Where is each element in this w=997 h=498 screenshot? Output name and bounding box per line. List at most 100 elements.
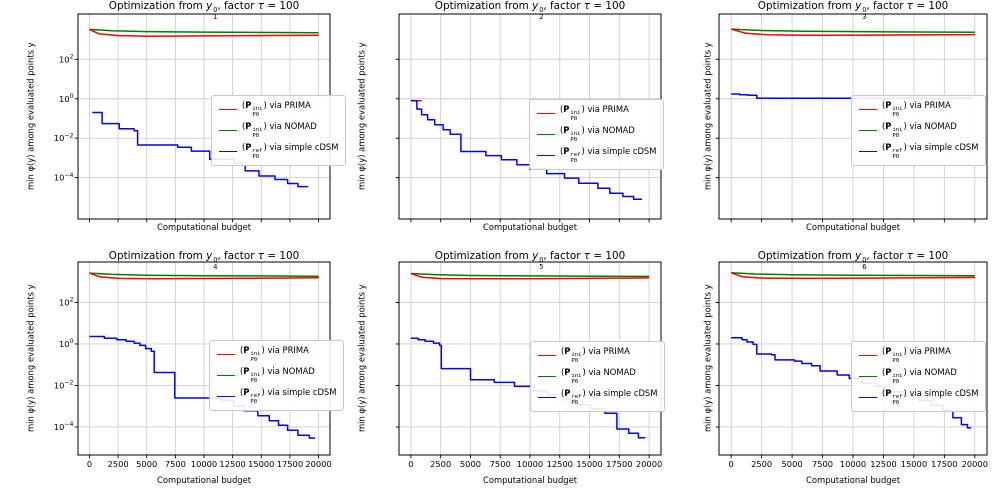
y-tick-label: 100 (59, 338, 74, 349)
x-tick-label: 17500 (606, 459, 632, 469)
series-line-prima (89, 28, 319, 37)
legend-line-simple-cdsm (538, 396, 556, 398)
y-tick-label: 10−2 (54, 132, 74, 143)
legend-supsub: ref P0 (252, 148, 263, 160)
legend-supsub: ini P0 (250, 351, 261, 363)
legend-label: (P ini P0) via PRIMA (882, 346, 951, 364)
legend-line-nomad (538, 375, 556, 377)
legend-entry: (P ini P0) via NOMAD (537, 125, 656, 143)
legend-label: (P ini P0) via PRIMA (240, 345, 309, 363)
x-tick-label: 10000 (840, 459, 866, 469)
legend-entry: (P ref P0) via simple cDSM (859, 142, 978, 160)
legend-label: (P ini P0) via NOMAD (240, 366, 315, 384)
series-line-prima (89, 272, 319, 280)
x-tick-label: 7500 (165, 459, 186, 469)
legend-supsub: ini P0 (252, 127, 263, 139)
x-tick-label: 2500 (751, 459, 772, 469)
x-tick-label: 2500 (108, 459, 129, 469)
series-line-cdsm (731, 93, 973, 100)
legend-supsub: ini P0 (570, 131, 581, 143)
legend-supsub: ini P0 (892, 106, 903, 118)
legend-label: (P ini P0) via NOMAD (882, 367, 957, 385)
legend-entry: (P ini P0) via PRIMA (217, 345, 336, 363)
legend-line-prima (859, 354, 877, 356)
y-tick-label: 102 (59, 297, 74, 308)
x-tick-label: 0 (408, 459, 413, 469)
legend-entry: (P ref P0) via simple cDSM (538, 388, 657, 406)
x-tick-label: 20000 (305, 459, 331, 469)
series-line-nomad (89, 28, 319, 34)
series-line-prima (730, 28, 975, 37)
legend-label: (P ini P0) via PRIMA (882, 100, 951, 118)
legend-line-simple-cdsm (859, 396, 877, 398)
legend-entry: (P ini P0) via NOMAD (217, 366, 336, 384)
x-tick-label: 5000 (460, 459, 481, 469)
legend-line-prima (537, 112, 555, 114)
legend-label: (P ini P0) via PRIMA (561, 346, 630, 364)
series-line-nomad (731, 28, 975, 34)
x-tick-label: 17500 (277, 459, 303, 469)
series-line-cdsm (89, 335, 316, 439)
legend-line-simple-cdsm (217, 395, 235, 397)
legend-label: (P ini P0) via NOMAD (242, 121, 317, 139)
x-axis-label: Computational budget (156, 475, 252, 485)
legend-line-nomad (217, 374, 235, 376)
plot-canvas: 0 2500 5000 7500 10000 12500 15000 17500 20000 10… (54, 261, 332, 469)
x-tick-label: 5000 (136, 459, 157, 469)
series-line-cdsm (410, 99, 642, 200)
series-line-prima (730, 272, 975, 280)
x-tick-label: 15000 (248, 459, 274, 469)
legend-supsub: ref P0 (892, 394, 903, 406)
legend-entry: (P ini P0) via PRIMA (859, 346, 978, 364)
legend-box: (P ini P0) via PRIMA (P ini P0) via NOMAD (P re… (851, 341, 987, 412)
x-axis-label: Computational budget (805, 475, 901, 485)
legend-box: (P ini P0) via PRIMA (P ini P0) via NOMAD (P re… (211, 95, 347, 166)
legend-line-nomad (859, 375, 877, 377)
legend-line-nomad (537, 133, 555, 135)
y-tick-label: 10−2 (54, 380, 74, 391)
legend-line-nomad (219, 129, 237, 131)
y-tick-label: 10−4 (54, 421, 74, 432)
legend-box: (P ini P0) via PRIMA (P ini P0) via NOMAD (P re… (530, 341, 666, 412)
legend-label: (P ref P0) via simple cDSM (561, 388, 658, 406)
legend-box: (P ini P0) via PRIMA (P ini P0) via NOMAD (P re… (209, 340, 345, 411)
legend-entry: (P ref P0) via simple cDSM (219, 142, 338, 160)
y-tick-label: 102 (59, 54, 74, 65)
legend-supsub: ini P0 (571, 373, 582, 385)
legend-line-simple-cdsm (537, 154, 555, 156)
legend-entry: (P ini P0) via PRIMA (219, 100, 338, 118)
legend-entry: (P ini P0) via NOMAD (859, 121, 978, 139)
x-tick-label: 20000 (636, 459, 662, 469)
series-line-nomad (89, 272, 319, 277)
x-axis-label: Computational budget (805, 222, 901, 232)
x-axis-label: Computational budget (156, 222, 252, 232)
legend-entry: (P ini P0) via NOMAD (219, 121, 338, 139)
x-tick-label: 0 (729, 459, 734, 469)
legend-entry: (P ini P0) via PRIMA (537, 104, 656, 122)
x-tick-label: 12500 (870, 459, 896, 469)
series-line-cdsm (92, 111, 309, 188)
x-tick-label: 10000 (191, 459, 217, 469)
legend-supsub: ref P0 (892, 148, 903, 160)
legend-line-simple-cdsm (219, 150, 237, 152)
legend-box: (P ini P0) via PRIMA (P ini P0) via NOMAD (P re… (529, 99, 665, 170)
legend-entry: (P ini P0) via PRIMA (859, 100, 978, 118)
y-tick-label: 100 (59, 93, 74, 104)
legend-label: (P ref P0) via simple cDSM (882, 142, 979, 160)
legend-supsub: ini P0 (252, 106, 263, 118)
